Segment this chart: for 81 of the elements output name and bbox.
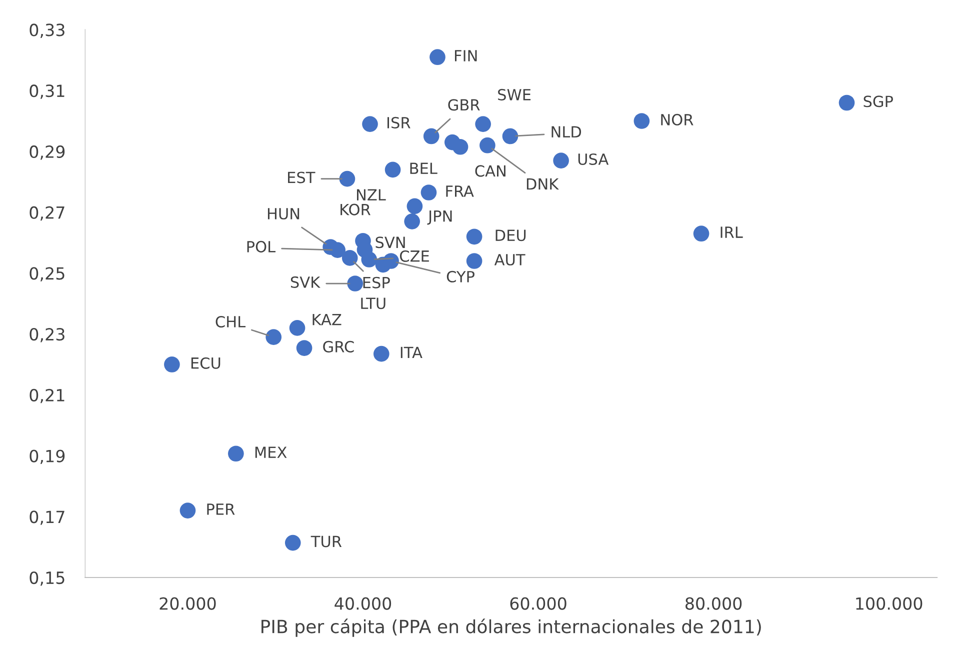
point [361,252,378,268]
x-tick-label: 100.000 [856,597,922,610]
x-tick-label: 40.000 [334,597,392,610]
point [553,152,569,168]
y-tick-label: 0,31 [30,84,64,99]
point [693,226,710,242]
point [228,446,244,462]
point [330,242,346,258]
y-tick-label: 0,29 [30,145,65,160]
annotation: LTU [361,298,386,310]
point [475,116,491,132]
annotation: GRC [323,340,354,352]
point [373,346,390,362]
y-tick-label: 0,19 [30,450,65,464]
annotation: KOR [340,204,370,216]
annotation: KAZ [312,314,342,326]
annotation: AUT [494,254,526,266]
point [362,116,378,132]
annotation: SVK [290,276,320,288]
annotation: USA [578,153,609,165]
point [289,320,306,336]
x-tick-label: 60.000 [510,597,566,610]
y-tick-label: 0,33 [30,24,64,38]
point [266,329,282,345]
x-tick-label: 80.000 [686,597,742,610]
annotation: NZL [357,189,386,200]
annotation: IRL [720,226,743,238]
annotation: NLD [552,126,582,138]
y-tick-label: 0,25 [30,267,64,282]
x-tick-label: 20.000 [160,597,216,610]
point [296,340,312,356]
point [406,198,423,214]
annotation: SWE [498,88,531,100]
annotation: CHL [216,316,246,328]
point [420,184,437,200]
point [347,276,364,292]
y-tick-label: 0,17 [30,510,64,525]
point [466,228,482,245]
annotation: ESP [363,276,390,288]
point [423,128,440,144]
y-tick-label: 0,21 [30,388,64,404]
annotation: DNK [526,178,559,190]
point [634,113,650,129]
annotation: EST [288,172,316,184]
y-tick-label: 0,23 [30,328,64,342]
annotation: SVN [376,236,405,248]
point [502,128,518,144]
annotation: MEX [255,446,287,458]
point [404,214,420,230]
point [339,170,356,187]
point [180,502,196,518]
annotation: TUR [310,536,342,548]
point [342,250,358,266]
x-axis-title: PIB per cápita (PPA en dólares internacionales de 2011) [262,618,761,637]
point [452,138,468,155]
point [164,356,180,372]
point [466,253,482,269]
annotation: JPN [427,210,452,225]
annotation: CAN [475,165,506,177]
annotation: ECU [191,357,220,369]
annotation: BEL [410,162,438,174]
annotation: ITA [400,346,422,358]
annotation: FRA [446,186,474,197]
point [430,49,446,66]
annotation: FIN [454,50,477,62]
point [384,162,401,178]
point [284,534,301,551]
annotation: NOR [661,114,694,126]
annotation: HUN [268,208,300,220]
annotation: CZE [400,250,429,262]
annotation: POL [247,240,276,252]
annotation: ISR [388,116,410,128]
point [480,137,496,154]
annotation: SGP [864,96,893,108]
annotation: GBR [448,99,480,111]
annotation: PER [207,504,235,515]
point [838,94,855,111]
y-tick-label: 0,15 [30,571,64,586]
annotation: CYP [446,270,474,282]
y-tick-label: 0,27 [30,206,64,221]
annotation: DEU [496,230,526,242]
